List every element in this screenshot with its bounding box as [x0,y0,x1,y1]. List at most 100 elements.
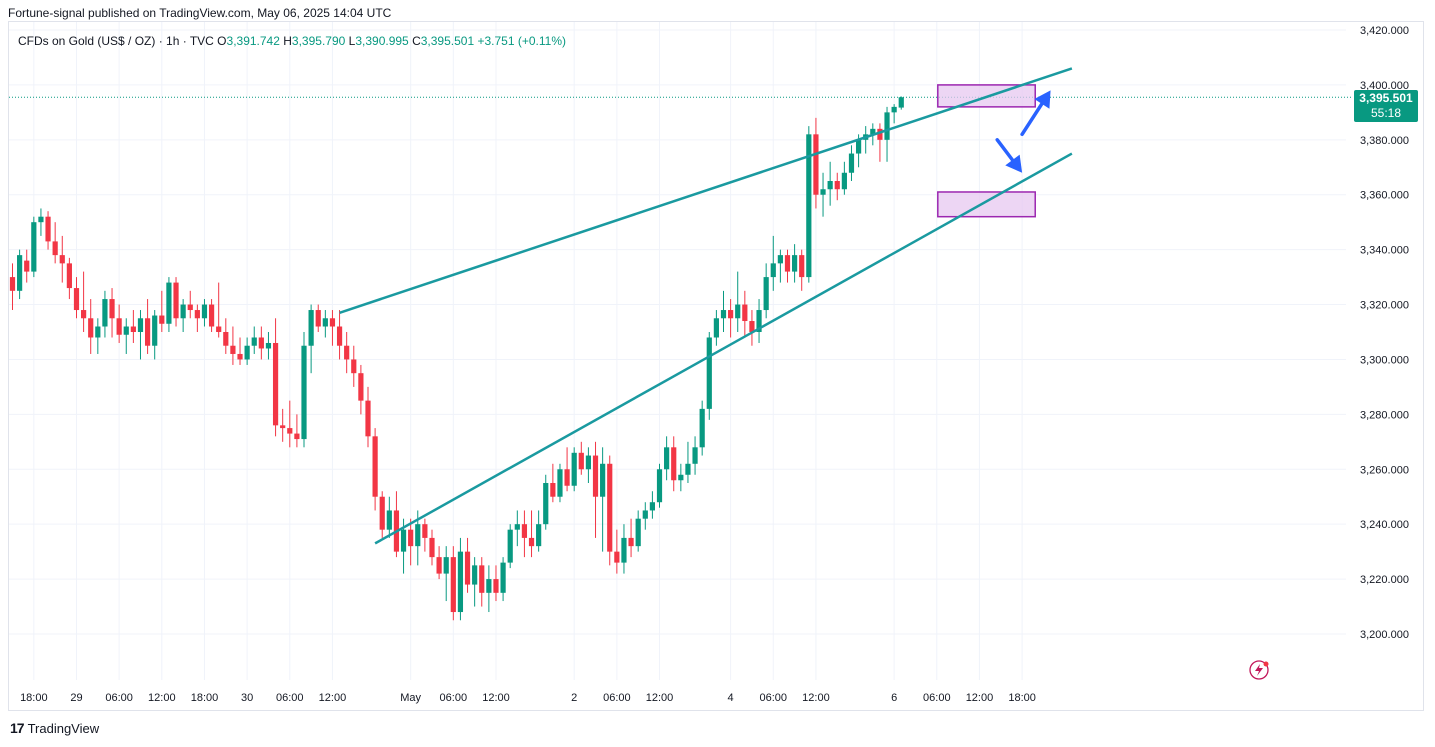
candle-body-up [17,255,23,291]
candle-body-up [308,310,314,346]
candle-body-down [358,373,364,401]
x-tick-label: 06:00 [276,692,304,704]
high-value: 3,395.790 [291,34,346,48]
trendline [339,67,1073,314]
candle-body-down [799,255,805,278]
candle-body-down [479,565,485,593]
candle-body-down [564,469,570,486]
candle-body-down [784,255,791,272]
candle-body-down [237,353,243,360]
candle-body-down [365,400,371,437]
candle-body-up [841,172,847,190]
y-tick-label: 3,320.000 [1360,300,1409,312]
candle-body-down [578,452,584,470]
candle-body-down [464,551,471,585]
x-tick-label: 30 [241,692,253,704]
published-caption: Fortune-signal published on TradingView.… [8,6,392,20]
candle-body-down [130,326,136,332]
candle-body-up [820,189,826,195]
candle-body-down [408,529,414,547]
candle-body-down [607,463,613,552]
candle-body-down [52,241,58,256]
candle-body-up [600,463,606,497]
y-tick-label: 3,240.000 [1360,519,1409,531]
candle-body-down [728,310,734,319]
candle-body-up [848,153,855,173]
x-tick-label: 12:00 [482,692,510,704]
grid [9,22,1352,680]
candle-body-up [699,408,705,448]
x-tick-label: 18:00 [1008,692,1036,704]
change-value: +3.751 (+0.11%) [477,34,566,48]
y-tick-label: 3,340.000 [1360,245,1409,257]
y-tick-label: 3,300.000 [1360,354,1409,366]
candle-body-down [351,359,357,374]
candle-body-up [137,318,144,332]
candle-body-up [756,310,762,332]
candle-body-up [735,304,741,319]
candle-body-up [585,455,592,470]
candle-body-up [713,318,719,338]
chart-frame[interactable] [8,21,1424,711]
current-price-badge: 3,395.501 55:18 [1354,90,1418,122]
x-tick-label: 18:00 [20,692,48,704]
candle-body-up [870,128,876,135]
tradingview-brand[interactable]: 17 TradingView [10,720,99,736]
candle-body-up [38,216,44,223]
supply-demand-zone [937,191,1036,218]
candle-body-down [280,425,286,429]
candle-body-up [621,537,627,563]
candle-body-down [379,496,385,530]
candle-body-down [877,128,883,140]
candle-body-up [507,529,513,563]
candle-body-up [166,282,172,324]
candle-body-down [315,310,321,327]
high-label: H [283,34,292,48]
candle-body-up [649,502,655,511]
candle-body-down [223,332,229,346]
bar-countdown: 55:18 [1370,106,1402,120]
x-tick-label: 4 [728,692,734,704]
lightning-icon [1249,660,1269,680]
brand-name: TradingView [27,720,100,736]
candle-body-up [472,565,478,585]
candle-body-up [386,510,392,530]
candle-body-down [194,310,200,319]
candle-body-up [301,345,307,440]
projection-arrow-head [1005,154,1023,173]
candle-body-down [422,524,428,538]
candle-body-up [685,463,691,475]
x-tick-label: 06:00 [603,692,631,704]
tradingview-logo-icon: 17 [10,720,25,736]
x-tick-label: 12:00 [646,692,674,704]
candle-body-up [898,97,904,108]
candle-body-up [642,510,648,519]
candle-body-up [443,557,449,574]
candle-body-down [493,579,499,593]
candle-body-up [635,518,641,547]
close-value: 3,395.501 [420,34,475,48]
candle-body-up [486,579,492,593]
candle-body-down [834,181,840,190]
candle-body-up [763,277,769,311]
candle-body-up [692,447,698,464]
projection-arrow [995,138,1015,162]
candle-body-up [123,326,129,335]
candle-body-up [500,562,506,593]
candles [9,96,904,621]
candle-body-down [287,428,293,434]
candle-body-down [749,321,755,332]
candle-body-down [436,557,442,574]
open-label: O [217,34,227,48]
trendline [374,152,1073,545]
symbol-legend: CFDs on Gold (US$ / OZ) · 1h · TVC O 3,39… [18,34,566,48]
candle-body-down [59,255,65,264]
y-tick-label: 3,400.000 [1360,80,1409,92]
symbol-info: CFDs on Gold (US$ / OZ) · 1h · TVC [18,34,214,48]
candle-body-up [678,474,684,481]
current-price: 3,395.501 [1359,91,1413,105]
candle-body-up [251,337,257,346]
candle-body-up [514,524,520,530]
candle-body-down [24,260,30,272]
